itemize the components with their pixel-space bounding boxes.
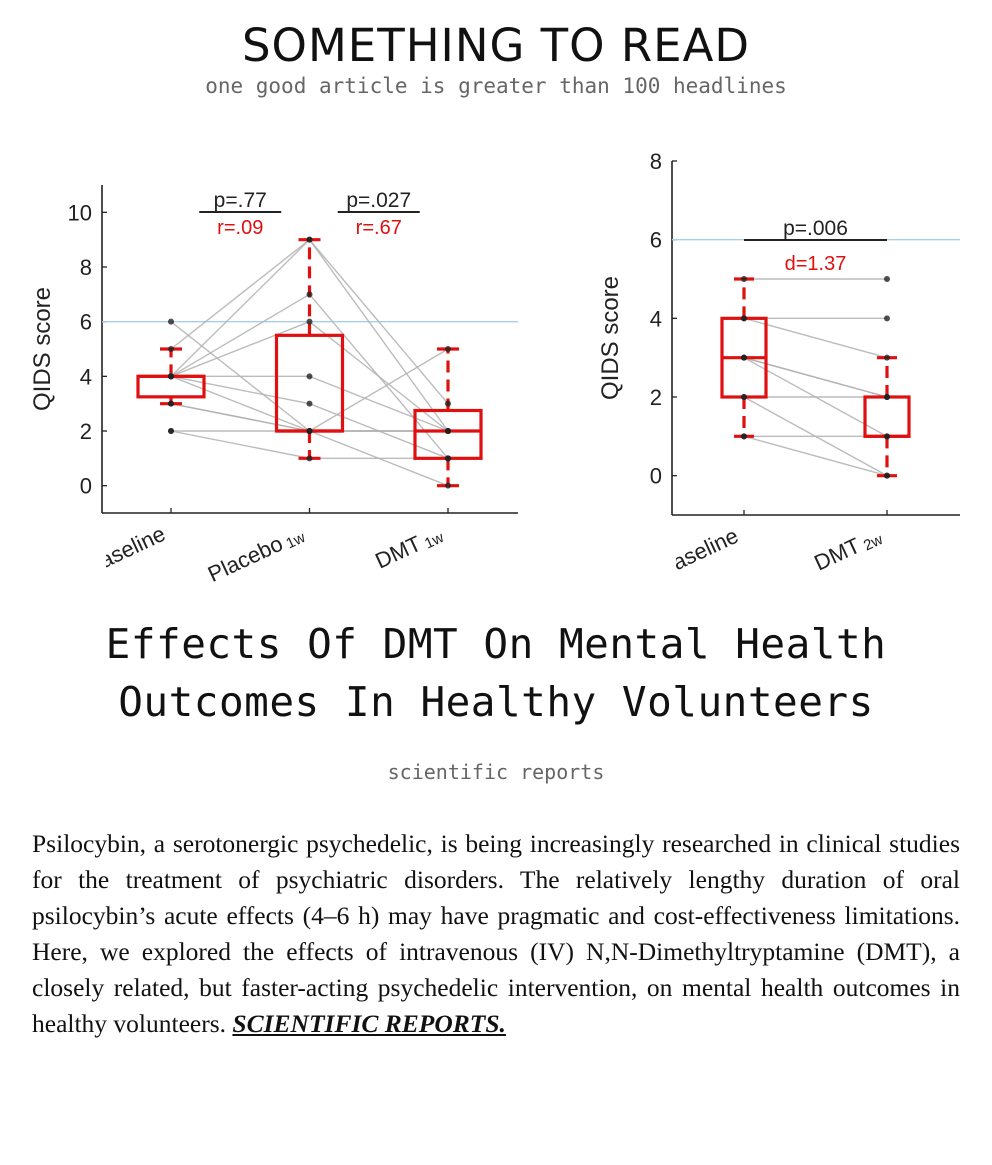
- x-tick-label: Baseline: [655, 523, 742, 581]
- subject-line: [743, 435, 888, 477]
- subject-point: [445, 400, 451, 407]
- subject-point: [741, 315, 747, 322]
- y-tick-label: 6: [650, 228, 662, 253]
- effect-size-label: r=.67: [356, 217, 402, 239]
- subject-point: [168, 400, 174, 407]
- subject-point: [741, 394, 747, 400]
- x-tick-labels: Baseline DMT2w: [655, 523, 886, 581]
- y-tick-label: 10: [68, 200, 92, 225]
- subject-point: [306, 236, 313, 243]
- y-tick-label: 2: [650, 385, 662, 410]
- effect-size-label: r=.09: [217, 217, 263, 239]
- p-value-label: p=.77: [214, 189, 267, 212]
- subject-point: [306, 400, 313, 407]
- qids-chart-placebo-comparison: 0 2 4 6 8 10 QIDS score Baseline Placebo1w DMT1w p…: [29, 185, 518, 588]
- y-tick-label: 8: [650, 149, 662, 174]
- subject-point: [168, 373, 174, 380]
- article-figure: 0 2 4 6 8 10 QIDS score Baseline Placebo1w DMT1w p…: [0, 145, 992, 595]
- subject-point: [445, 455, 451, 462]
- x-tick-label: Baseline: [82, 521, 169, 579]
- subject-line: [308, 239, 449, 432]
- subject-point: [884, 276, 890, 282]
- subject-line: [308, 239, 449, 405]
- subject-point: [306, 455, 313, 462]
- subject-point: [306, 428, 313, 434]
- subject-point: [445, 346, 451, 352]
- subject-point: [445, 428, 451, 434]
- subject-point: [741, 276, 747, 282]
- box: [863, 395, 911, 438]
- subject-point: [168, 318, 174, 325]
- x-tick-label: Placebo1w: [204, 521, 308, 588]
- y-axis-label: QIDS score: [597, 276, 624, 400]
- y-tick-label: 0: [650, 464, 662, 489]
- subject-point: [884, 315, 890, 322]
- qids-chart-two-week: 0 2 4 6 8 QIDS score Baseline DMT2w p=.006 d=1.37: [597, 149, 960, 581]
- subject-point: [884, 433, 890, 440]
- subject-point: [168, 346, 174, 352]
- subject-point: [306, 373, 313, 380]
- p-value-label: p=.027: [346, 189, 411, 212]
- subject-line: [170, 321, 310, 377]
- article-title[interactable]: Effects Of DMT On Mental Health Outcomes…: [0, 615, 992, 731]
- subject-line: [170, 375, 310, 432]
- subject-line: [309, 321, 449, 432]
- article-source: scientific reports: [387, 760, 605, 784]
- y-tick-label: 2: [80, 419, 92, 444]
- subject-line: [743, 356, 888, 398]
- subject-point: [884, 394, 890, 400]
- subject-point: [306, 291, 313, 298]
- y-tick-label: 0: [80, 474, 92, 499]
- article-title-line-2: Outcomes In Healthy Volunteers: [118, 678, 874, 726]
- subject-point: [741, 433, 747, 440]
- x-tick-label: DMT1w: [371, 521, 446, 575]
- abstract-text: Psilocybin, a serotonergic psychedelic, …: [32, 829, 960, 1038]
- site-title[interactable]: SOMETHING TO READ: [241, 19, 751, 72]
- source-link[interactable]: SCIENTIFIC REPORTS.: [232, 1009, 506, 1038]
- subject-point: [741, 354, 747, 361]
- y-tick-label: 4: [650, 306, 662, 331]
- subject-line: [743, 317, 888, 359]
- subject-line: [170, 293, 310, 377]
- x-tick-labels: Baseline Placebo1w DMT1w: [82, 521, 447, 588]
- y-axis-label: QIDS score: [29, 287, 56, 411]
- subject-line: [170, 375, 310, 405]
- subject-point: [306, 318, 313, 325]
- subject-line: [170, 239, 310, 350]
- subject-point: [168, 428, 174, 434]
- subject-line: [170, 430, 310, 460]
- site-header: SOMETHING TO READ one good article is gr…: [0, 0, 992, 99]
- subject-line: [309, 375, 449, 432]
- effect-size-label: d=1.37: [785, 253, 847, 275]
- box: [136, 374, 206, 399]
- box: [413, 408, 483, 460]
- subject-point: [884, 472, 890, 479]
- p-value-label: p=.006: [783, 217, 848, 240]
- y-tick-label: 8: [80, 255, 92, 280]
- article-title-line-1: Effects Of DMT On Mental Health: [105, 620, 887, 668]
- article-abstract: Psilocybin, a serotonergic psychedelic, …: [32, 826, 960, 1042]
- subject-point: [445, 482, 451, 489]
- site-tagline: one good article is greater than 100 hea…: [205, 74, 787, 98]
- subject-point: [884, 354, 890, 361]
- subject-line: [170, 239, 310, 377]
- x-tick-label: DMT2w: [810, 523, 885, 577]
- subject-line: [170, 402, 310, 432]
- y-tick-label: 6: [80, 310, 92, 335]
- subject-line: [309, 348, 449, 432]
- y-tick-label: 4: [80, 364, 92, 389]
